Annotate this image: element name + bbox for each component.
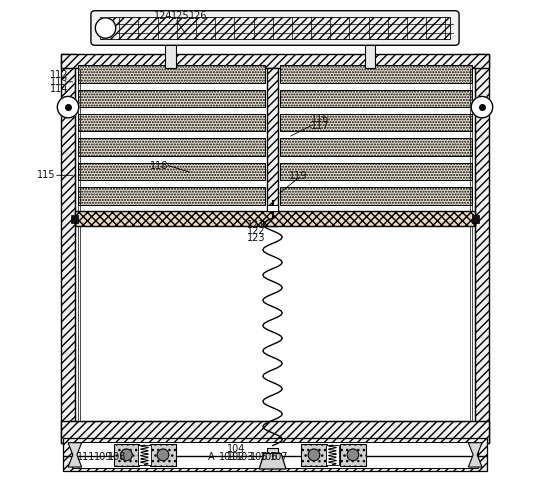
Text: 108: 108 <box>108 452 126 462</box>
Bar <box>78 187 265 205</box>
Bar <box>280 187 472 205</box>
Text: 122: 122 <box>247 226 266 236</box>
Bar <box>267 68 278 226</box>
Text: 119: 119 <box>289 171 307 181</box>
Text: 116: 116 <box>311 114 329 124</box>
Circle shape <box>157 449 169 461</box>
Text: 124: 124 <box>154 11 172 20</box>
Text: 115: 115 <box>37 170 56 180</box>
Bar <box>280 114 472 131</box>
Bar <box>301 444 327 466</box>
Bar <box>60 421 490 443</box>
Bar <box>471 215 480 223</box>
Text: 103: 103 <box>235 452 254 462</box>
Text: 111: 111 <box>77 452 95 462</box>
Bar <box>60 54 490 68</box>
Bar <box>70 215 79 223</box>
Polygon shape <box>68 443 81 467</box>
Polygon shape <box>469 443 482 467</box>
Circle shape <box>120 449 133 461</box>
Bar <box>326 445 339 465</box>
Bar <box>475 54 490 443</box>
Text: 113: 113 <box>50 77 68 87</box>
Text: 126: 126 <box>189 11 207 20</box>
Text: 101: 101 <box>219 452 238 462</box>
Bar <box>139 445 151 465</box>
Bar <box>340 444 366 466</box>
Bar <box>280 65 472 83</box>
Text: 105: 105 <box>250 452 268 462</box>
Bar <box>78 163 265 180</box>
Text: 117: 117 <box>311 121 329 131</box>
Bar <box>280 90 472 107</box>
Text: 118: 118 <box>150 161 168 170</box>
Text: A: A <box>208 452 215 462</box>
Circle shape <box>347 449 359 461</box>
Bar <box>100 17 450 39</box>
Polygon shape <box>259 453 286 469</box>
Bar <box>78 138 265 156</box>
Text: 107: 107 <box>270 452 288 462</box>
Bar <box>114 444 139 466</box>
Text: 106: 106 <box>260 452 278 462</box>
Circle shape <box>308 449 320 461</box>
Text: 123: 123 <box>248 233 266 243</box>
Text: 102: 102 <box>227 452 246 462</box>
Circle shape <box>57 96 79 118</box>
Bar <box>280 138 472 156</box>
Text: 125: 125 <box>170 11 189 20</box>
Bar <box>78 114 265 131</box>
Text: 109: 109 <box>95 452 113 462</box>
Text: 114: 114 <box>50 84 68 94</box>
FancyBboxPatch shape <box>91 11 459 45</box>
Bar <box>78 90 265 107</box>
Circle shape <box>95 18 116 38</box>
Bar <box>72 442 478 468</box>
Bar <box>365 41 375 68</box>
Bar <box>267 448 278 453</box>
Text: 112: 112 <box>50 70 68 80</box>
Bar <box>280 163 472 180</box>
Bar <box>75 211 475 226</box>
Bar <box>78 65 265 83</box>
Text: 121: 121 <box>248 220 266 229</box>
Bar <box>63 438 487 471</box>
Bar <box>150 444 175 466</box>
Circle shape <box>471 96 493 118</box>
Bar <box>165 41 175 68</box>
Bar <box>267 205 278 211</box>
Bar <box>60 54 75 443</box>
Text: 104: 104 <box>227 444 246 454</box>
